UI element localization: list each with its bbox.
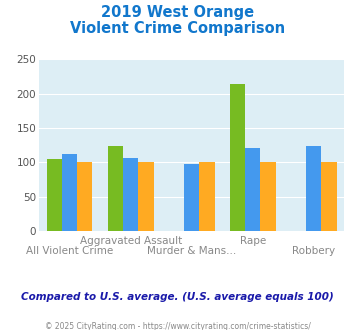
Text: 2019 West Orange: 2019 West Orange — [101, 5, 254, 20]
Bar — [306, 146, 322, 231]
Bar — [62, 154, 77, 231]
Text: Aggravated Assault: Aggravated Assault — [80, 237, 182, 247]
Text: Robbery: Robbery — [292, 246, 335, 256]
Bar — [245, 148, 261, 231]
Bar — [108, 146, 123, 231]
Bar — [230, 84, 245, 231]
Bar — [123, 157, 138, 231]
Bar — [138, 162, 153, 231]
Bar — [200, 162, 214, 231]
Bar — [322, 162, 337, 231]
Text: Rape: Rape — [240, 237, 266, 247]
Text: All Violent Crime: All Violent Crime — [26, 246, 113, 256]
Bar — [77, 162, 92, 231]
Text: Violent Crime Comparison: Violent Crime Comparison — [70, 21, 285, 36]
Text: © 2025 CityRating.com - https://www.cityrating.com/crime-statistics/: © 2025 CityRating.com - https://www.city… — [45, 322, 310, 330]
Bar — [184, 164, 200, 231]
Bar — [47, 159, 62, 231]
Text: Murder & Mans...: Murder & Mans... — [147, 246, 236, 256]
Text: Compared to U.S. average. (U.S. average equals 100): Compared to U.S. average. (U.S. average … — [21, 292, 334, 302]
Legend: West Orange, Texas, National: West Orange, Texas, National — [58, 326, 326, 330]
Bar — [261, 162, 275, 231]
